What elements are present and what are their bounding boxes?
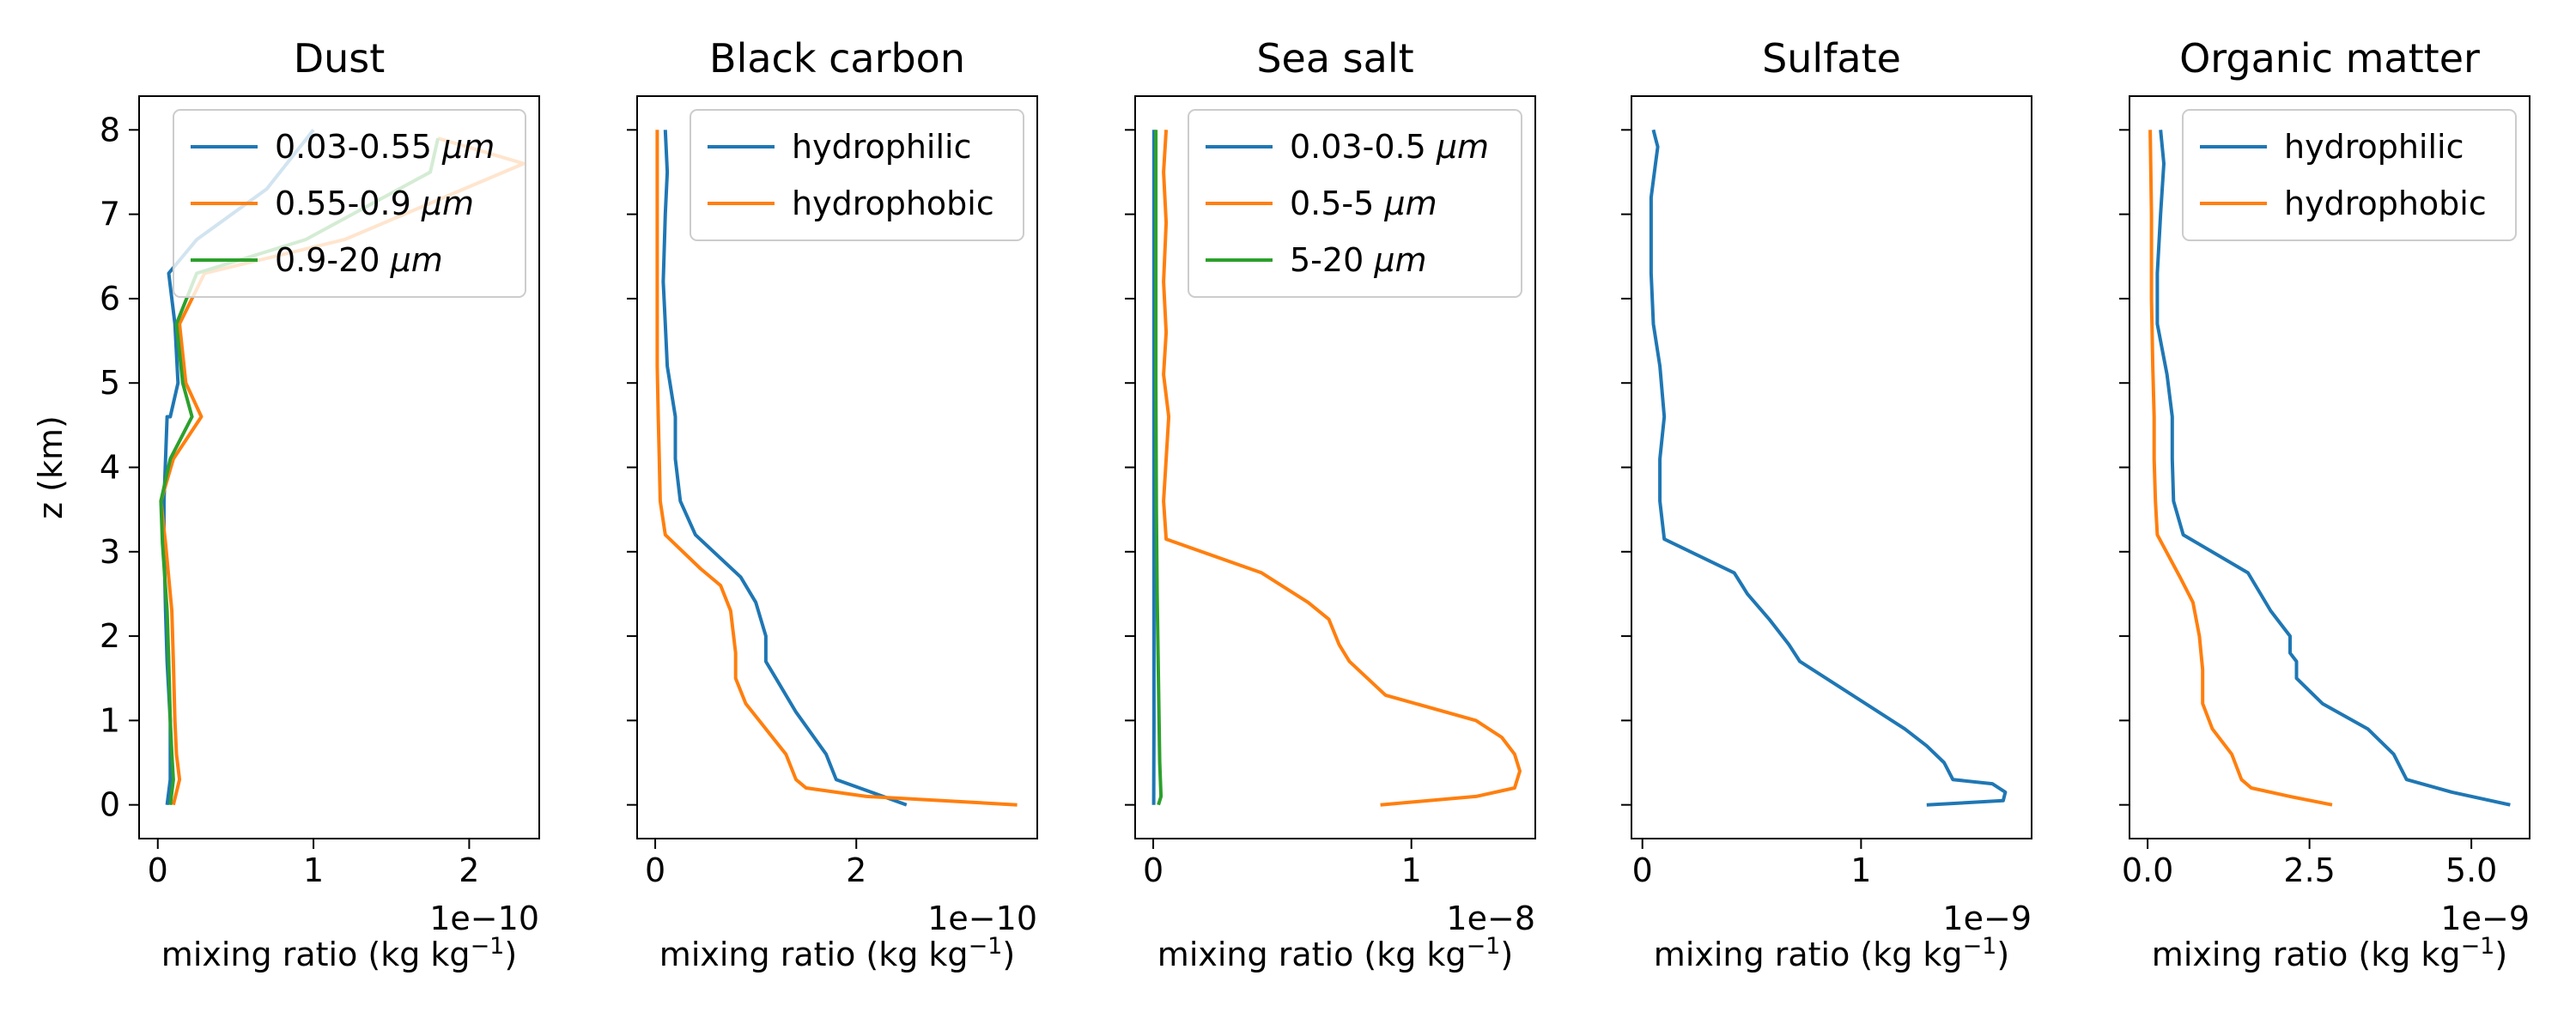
y-tick-label: 5 (100, 364, 120, 402)
x-axis-label: mixing ratio (kg kg−1) (659, 933, 1015, 973)
series-line-hydrophilic (2155, 130, 2511, 807)
y-tick-label: 2 (100, 617, 120, 655)
series-line-hydrophobic (655, 130, 1018, 807)
series-line-hydrophobic (2148, 130, 2333, 807)
series-line-series-0 (1649, 129, 2008, 807)
y-tick-label: 6 (100, 280, 120, 318)
legend-box (690, 109, 1024, 241)
legend-label: hydrophilic (2284, 128, 2464, 166)
x-axis-label: mixing ratio (kg kg−1) (1654, 933, 2009, 973)
panel-title: Black carbon (709, 35, 965, 82)
legend-label: 0.5-5 μm (1290, 185, 1437, 222)
x-tick-label: 0 (1632, 851, 1653, 889)
y-tick-label: 3 (100, 533, 120, 571)
legend: hydrophilic hydrophobic (2182, 109, 2517, 241)
panel-title: Dust (294, 35, 386, 82)
legend: hydrophilic hydrophobic (690, 109, 1024, 241)
offset-text: 1e−8 (1446, 900, 1535, 937)
legend-box (173, 109, 526, 298)
x-tick-label: 0.0 (2122, 851, 2173, 889)
x-tick-label: 1 (1850, 851, 1871, 889)
legend-label: 0.03-0.5 μm (1290, 128, 1489, 166)
offset-text: 1e−9 (2440, 900, 2530, 937)
offset-text: 1e−10 (429, 900, 539, 937)
x-tick-label: 2.5 (2283, 851, 2335, 889)
y-axis-label: z (km) (32, 415, 70, 519)
x-tick-label: 0 (148, 851, 168, 889)
legend-label: hydrophobic (2284, 185, 2487, 222)
panel-title: Sulfate (1762, 35, 1901, 82)
y-tick-label: 0 (100, 786, 120, 824)
y-tick-label: 1 (100, 701, 120, 739)
series-line-0.5-5-m (1162, 130, 1522, 807)
legend-label: hydrophobic (792, 185, 994, 222)
x-axis-label: mixing ratio (kg kg−1) (2152, 933, 2507, 973)
x-tick-label: 1 (303, 851, 324, 889)
x-tick-label: 1 (1401, 851, 1422, 889)
legend-box (2182, 109, 2517, 241)
x-axis-label: mixing ratio (kg kg−1) (1157, 933, 1513, 973)
legend-label: 0.55-0.9 μm (275, 185, 474, 222)
legend-label: hydrophilic (792, 128, 972, 166)
legend-label: 0.03-0.55 μm (275, 128, 495, 166)
x-tick-label: 0 (1143, 851, 1163, 889)
x-tick-label: 2 (846, 851, 866, 889)
y-tick-label: 7 (100, 196, 120, 233)
panel-title: Sea salt (1256, 35, 1413, 82)
x-tick-label: 2 (459, 851, 479, 889)
x-tick-label: 0 (645, 851, 665, 889)
y-tick-label: 8 (100, 111, 120, 148)
legend-box (1188, 109, 1522, 298)
axes-frame (1631, 95, 2032, 839)
legend: 0.03-0.55 μm 0.55-0.9 μm 0.9-20 μm (173, 109, 526, 298)
legend-label: 0.9-20 μm (275, 241, 443, 279)
series-line-hydrophilic (661, 130, 908, 807)
y-tick-label: 4 (100, 449, 120, 487)
legend-label: 5-20 μm (1290, 241, 1427, 279)
x-tick-label: 5.0 (2445, 851, 2497, 889)
offset-text: 1e−9 (1942, 900, 2032, 937)
legend: 0.03-0.5 μm 0.5-5 μm 5-20 μm (1188, 109, 1522, 298)
series-line-5-20-m (1154, 130, 1163, 806)
panel-title: Organic matter (2179, 35, 2480, 82)
x-axis-label: mixing ratio (kg kg−1) (161, 933, 517, 973)
offset-text: 1e−10 (927, 900, 1037, 937)
